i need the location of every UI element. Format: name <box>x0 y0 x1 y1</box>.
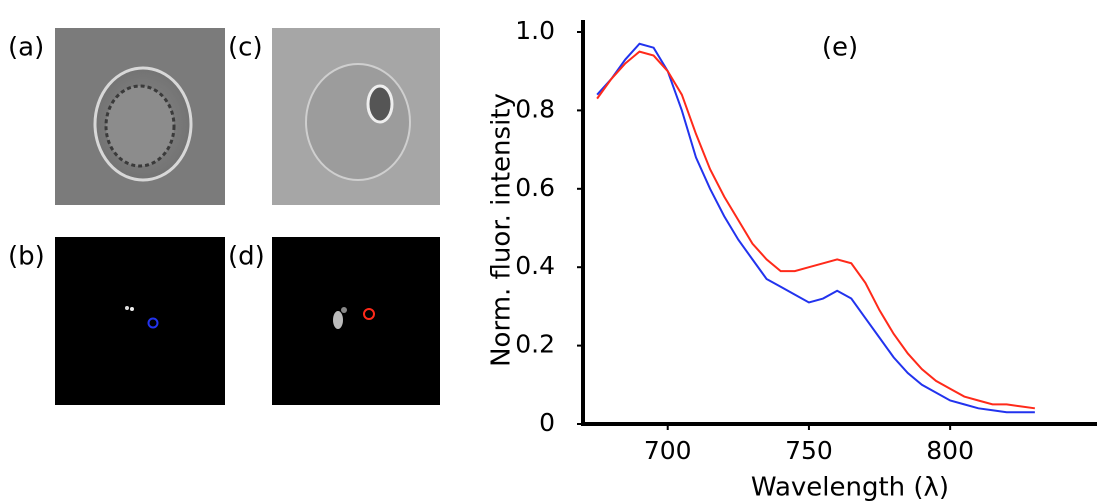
y-axis-label: Norm. fluor. intensity <box>487 93 517 367</box>
series-line <box>596 42 1035 414</box>
y-tick-label: 0.6 <box>515 173 555 202</box>
panel-label: (c) <box>228 33 263 63</box>
annotation: (e) <box>822 33 858 63</box>
x-tick-label: 800 <box>926 436 974 465</box>
x-tick-label: 700 <box>644 436 692 465</box>
x-axis-label: Wavelength (λ) <box>751 473 949 503</box>
y-tick-label: 0.4 <box>515 251 555 280</box>
spot <box>130 307 134 311</box>
panel-label: (d) <box>228 242 265 272</box>
cell-core <box>104 84 176 168</box>
y-tick-label: 0.8 <box>515 94 555 123</box>
spot <box>333 311 343 329</box>
x-tick-label: 750 <box>785 436 833 465</box>
panel-label: (a) <box>8 33 44 63</box>
series-line <box>596 50 1036 410</box>
cell-spot <box>366 84 394 124</box>
roi-circle <box>147 317 159 329</box>
spot <box>341 307 347 313</box>
fluor-image <box>55 237 225 405</box>
cell <box>305 63 411 181</box>
y-tick-label: 1.0 <box>515 16 555 45</box>
fluor-image <box>272 237 440 405</box>
y-tick-label: 0 <box>539 408 555 437</box>
y-tick-label: 0.2 <box>515 330 555 359</box>
panel-label: (b) <box>8 242 45 272</box>
spot <box>125 306 129 310</box>
roi-circle <box>363 308 375 320</box>
